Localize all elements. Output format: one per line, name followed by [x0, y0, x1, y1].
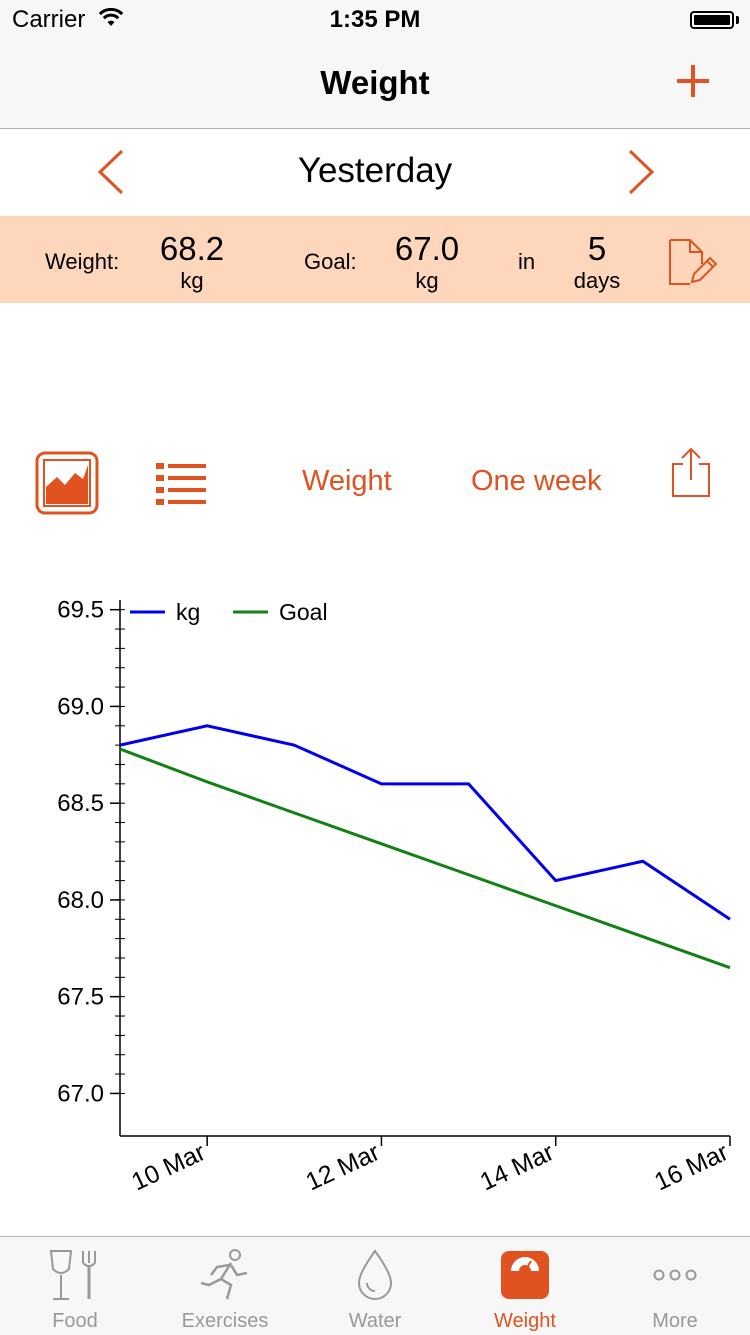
scale-icon: [501, 1251, 549, 1299]
list-icon[interactable]: [154, 460, 208, 506]
more-dots-icon: [653, 1269, 697, 1281]
period-selector[interactable]: One week: [471, 465, 602, 497]
tab-exercises[interactable]: Exercises: [150, 1237, 300, 1335]
goal-weight-unit: kg: [415, 268, 439, 293]
goal-label: Goal:: [304, 249, 357, 274]
wifi-icon: [98, 8, 124, 26]
legend-label: Goal: [279, 599, 328, 625]
goal-weight-value: 67.0: [394, 230, 460, 267]
chevron-left-icon[interactable]: [92, 147, 132, 197]
current-weight-unit: kg: [180, 268, 204, 293]
area-chart-icon[interactable]: [35, 451, 99, 515]
battery-icon: [690, 11, 734, 29]
days-unit: days: [573, 268, 621, 293]
weight-line-chart: 67.0 67.5 68.0 68.5 69.0 69.5 10 Mar 12 Mar 14 M…: [57, 596, 733, 1196]
status-time: 1:35 PM: [329, 6, 421, 33]
tab-label: Exercises: [181, 1310, 269, 1332]
x-tick-label: 16 Mar: [650, 1138, 732, 1196]
days-value: 5: [587, 230, 607, 267]
tab-label: Water: [348, 1310, 402, 1332]
x-tick-label: 12 Mar: [302, 1138, 384, 1196]
y-tick-label: 68.5: [57, 790, 104, 817]
y-tick-label: 69.5: [57, 597, 104, 624]
y-tick-label: 67.0: [57, 1080, 104, 1107]
weight-summary: Weight: 68.2 kg Goal: 67.0 kg in 5 days: [0, 216, 750, 303]
tab-label: More: [652, 1310, 698, 1332]
tab-bar: Food Exercises Water Weight M: [0, 1236, 750, 1335]
navigation-bar: Weight: [0, 40, 750, 129]
tab-food[interactable]: Food: [0, 1237, 150, 1335]
in-label: in: [518, 249, 536, 274]
tab-water[interactable]: Water: [300, 1237, 450, 1335]
food-icon: [49, 1250, 96, 1300]
tab-label: Food: [52, 1310, 98, 1332]
y-tick-label: 68.0: [57, 887, 104, 914]
x-tick-label: 14 Mar: [476, 1138, 558, 1196]
tab-more[interactable]: More: [600, 1237, 750, 1335]
page-title: Weight: [320, 64, 430, 101]
plus-icon[interactable]: [670, 58, 716, 104]
carrier-label: Carrier: [12, 6, 86, 33]
date-label: Yesterday: [297, 151, 453, 190]
edit-note-icon[interactable]: [664, 234, 718, 290]
chevron-right-icon[interactable]: [620, 147, 660, 197]
series-line-kg: [119, 724, 731, 921]
battery-tip: [736, 16, 739, 24]
share-icon[interactable]: [669, 446, 713, 500]
tab-label: Weight: [494, 1310, 556, 1332]
x-tick-label: 10 Mar: [127, 1138, 209, 1196]
metric-selector[interactable]: Weight: [302, 465, 392, 497]
date-navigator: Yesterday: [0, 129, 750, 216]
weight-label: Weight:: [45, 249, 120, 274]
status-bar: Carrier 1:35 PM: [0, 0, 750, 40]
legend-label: kg: [176, 599, 200, 625]
water-drop-icon: [357, 1249, 393, 1300]
tab-weight[interactable]: Weight: [450, 1237, 600, 1335]
y-tick-label: 67.5: [57, 984, 104, 1011]
current-weight-value: 68.2: [159, 230, 225, 267]
series-line-goal: [119, 747, 731, 970]
exercise-runner-icon: [200, 1249, 248, 1300]
y-tick-label: 69.0: [57, 693, 104, 720]
